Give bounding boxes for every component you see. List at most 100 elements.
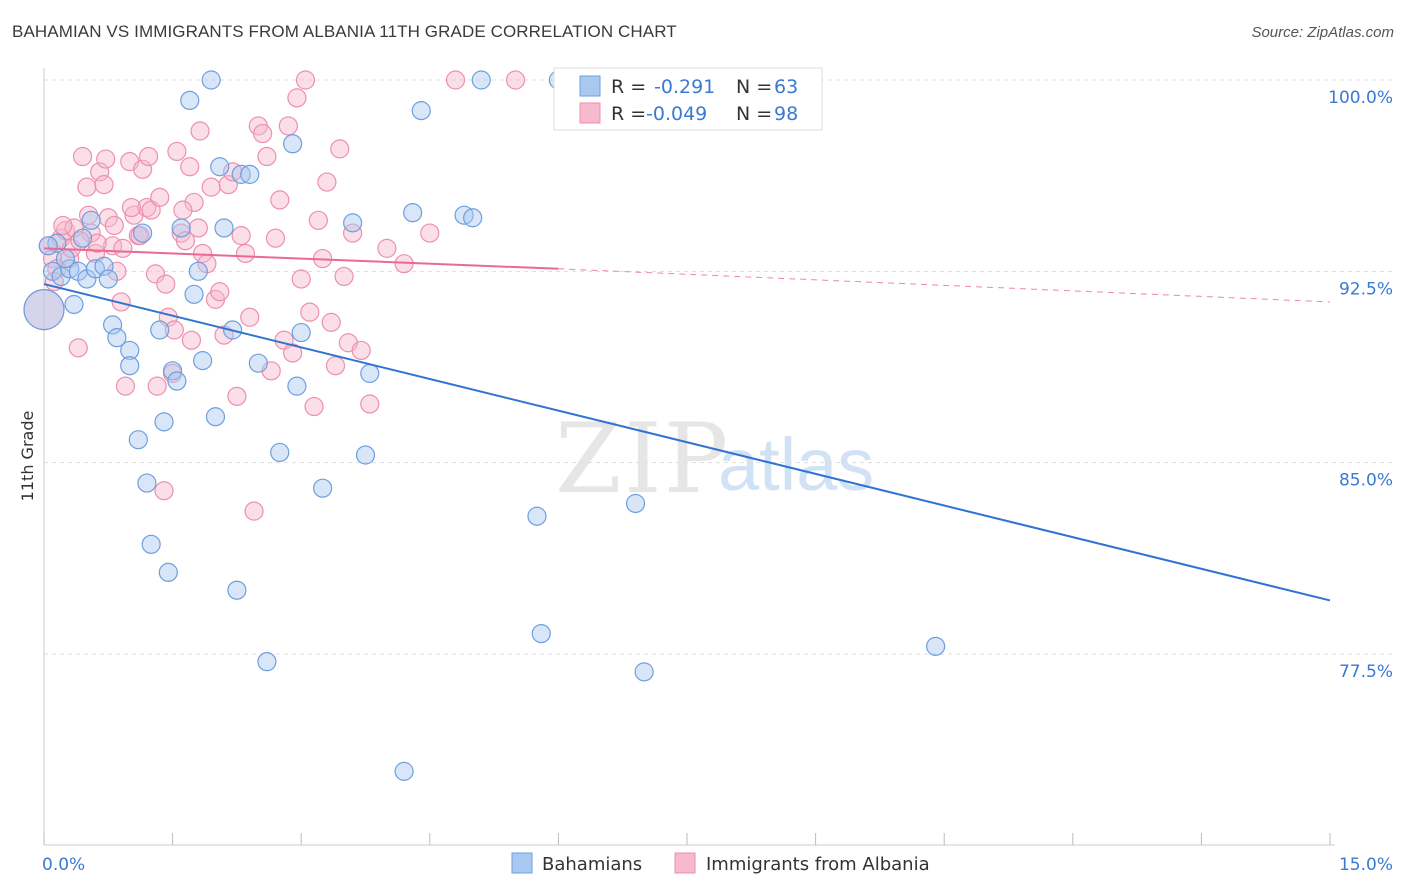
blue-point [158, 562, 178, 582]
pink-point [53, 215, 73, 236]
blue-point [471, 70, 491, 90]
blue-point [343, 213, 363, 233]
source-label: Source: ZipAtlas.com [1251, 24, 1394, 41]
pink-point [445, 70, 466, 90]
pink-point [330, 139, 350, 159]
pink-point [240, 307, 260, 327]
pink-point [132, 159, 153, 179]
watermark-atlas: atlas [718, 423, 874, 506]
pink-point [334, 266, 354, 287]
pink-point [156, 274, 176, 294]
pink-point [265, 228, 286, 248]
blue-point [210, 157, 230, 177]
trend-line-blue [43, 283, 1331, 602]
blue-point [120, 356, 140, 376]
y-axis-label: 11th Grade [18, 411, 37, 502]
blue-point [193, 351, 213, 371]
blue-point [188, 261, 208, 281]
pink-point [138, 146, 159, 167]
pink-point [300, 302, 320, 322]
pink-point [111, 292, 131, 312]
pink-point [287, 88, 307, 108]
blue-point [128, 430, 148, 450]
pink-point [77, 177, 97, 197]
pink-point [72, 146, 93, 167]
blue-point [625, 493, 646, 514]
blue-points [23, 70, 946, 781]
pink-points [23, 70, 526, 521]
trend-line-pink [43, 247, 559, 270]
bottom-legend-swatch-blue [511, 852, 533, 874]
blue-point [403, 203, 423, 223]
pink-point [121, 197, 142, 218]
y-tick-label: 100.0% [1328, 88, 1393, 108]
blue-point [463, 208, 483, 228]
blue-point [102, 315, 123, 335]
pink-point [164, 320, 184, 340]
pink-point [295, 70, 316, 90]
bottom-legend-label-blue: Bahamians [542, 854, 642, 875]
pink-point [167, 141, 187, 162]
legend-r-value-blue: -0.291 [654, 76, 715, 98]
pink-point [115, 376, 136, 396]
pink-point [147, 376, 167, 396]
blue-point [55, 248, 76, 269]
blue-point [120, 340, 140, 361]
legend-r-label-pink: R = [611, 103, 646, 125]
blue-point [214, 218, 234, 238]
blue-point [132, 223, 153, 243]
blue-point [137, 473, 157, 493]
pink-point [104, 215, 124, 236]
pink-point [184, 192, 204, 213]
pink-point [90, 162, 110, 182]
pink-point [150, 187, 170, 207]
blue-point [313, 478, 333, 498]
blue-point [163, 361, 183, 381]
blue-point [64, 294, 84, 315]
pink-point [188, 218, 208, 238]
pink-point [351, 340, 371, 361]
pink-point [505, 70, 526, 90]
pink-point [154, 481, 174, 501]
x-tick-label-max: 15.0% [1339, 855, 1393, 875]
pink-point [218, 174, 238, 195]
pink-point [244, 501, 264, 521]
axes [43, 68, 1335, 846]
blue-point [531, 623, 551, 644]
legend-r-value-pink: -0.049 [646, 103, 707, 125]
pink-point [257, 146, 277, 167]
blue-point [287, 376, 307, 396]
pink-point [317, 172, 337, 192]
pink-point [325, 356, 346, 376]
blue-point [411, 101, 431, 121]
pink-point [113, 238, 133, 258]
legend-n-label-blue: N = [736, 76, 772, 98]
pink-point [173, 200, 193, 220]
pink-point [78, 205, 99, 225]
pink-point [291, 269, 311, 289]
pink-point [145, 264, 166, 284]
blue-point [107, 328, 127, 348]
pink-point [130, 226, 150, 246]
blue-point [154, 412, 174, 432]
pink-point [377, 238, 397, 258]
blue-point [98, 269, 118, 289]
legend-n-label-pink: N = [736, 103, 772, 125]
pink-point [283, 343, 303, 363]
blue-point [94, 256, 114, 276]
pink-point [360, 394, 380, 414]
blue-point [141, 534, 161, 554]
blue-point [150, 320, 170, 340]
blue-point [23, 289, 65, 331]
x-ticks [43, 833, 1331, 845]
pink-point [235, 243, 256, 264]
blue-point [240, 164, 260, 184]
chart-title: BAHAMIAN VS IMMIGRANTS FROM ALBANIA 11TH… [12, 22, 677, 41]
blue-point [81, 210, 101, 230]
blue-point [355, 445, 376, 465]
x-tick-label-min: 0.0% [42, 855, 85, 875]
pink-point [181, 330, 202, 350]
pink-point [96, 149, 116, 169]
pink-point [270, 190, 290, 210]
